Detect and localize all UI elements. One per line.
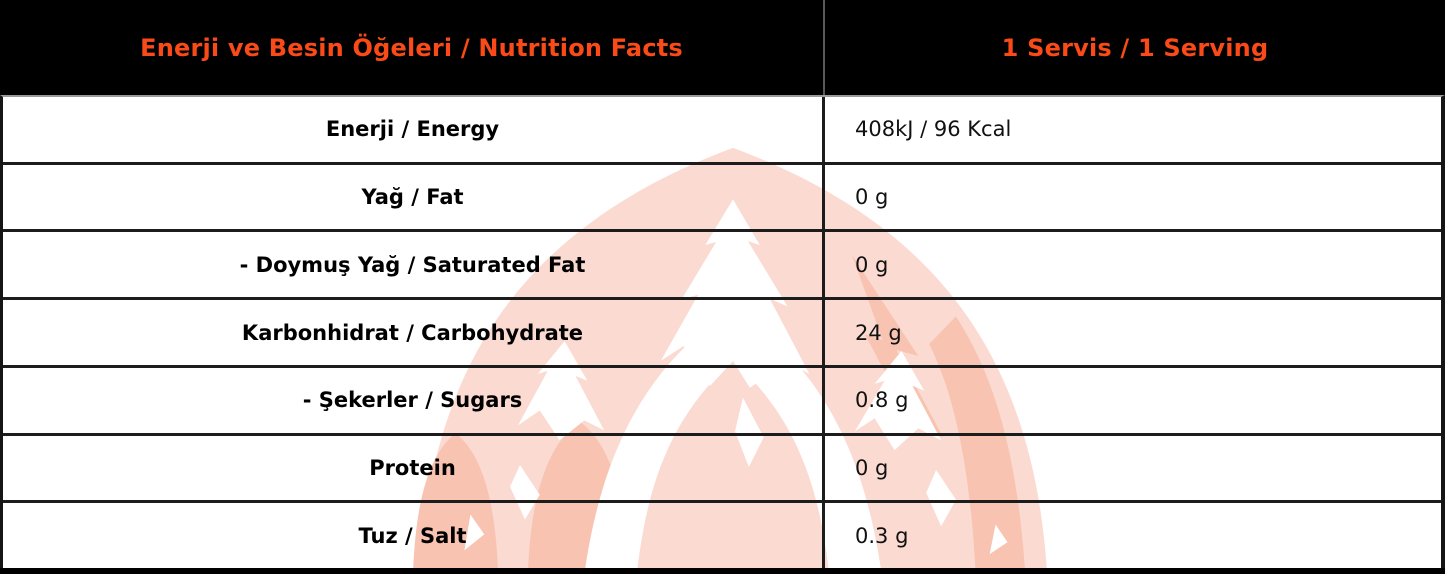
nutrient-label: - Şekerler / Sugars	[3, 367, 825, 433]
nutrient-value: 24 g	[855, 320, 902, 345]
nutrient-label: - Doymuş Yağ / Saturated Fat	[3, 232, 825, 298]
bottom-border-bar	[0, 568, 1445, 574]
nutrient-value: 408kJ / 96 Kcal	[855, 117, 1012, 142]
header: Enerji ve Besin Öğeleri / Nutrition Fact…	[0, 0, 1445, 95]
nutrient-value: 0 g	[855, 185, 889, 210]
table-row-sugars: - Şekerler / Sugars 0.8 g	[3, 367, 1441, 436]
header-title-nutrition-facts: Enerji ve Besin Öğeleri / Nutrition Fact…	[0, 0, 825, 95]
table-row-energy: Enerji / Energy 408kJ / 96 Kcal	[3, 97, 1441, 165]
nutrient-label: Karbonhidrat / Carbohydrate	[3, 300, 825, 365]
table-row-carbohydrate: Karbonhidrat / Carbohydrate 24 g	[3, 300, 1441, 368]
header-title-serving: 1 Servis / 1 Serving	[1001, 33, 1269, 62]
nutrient-label: Yağ / Fat	[3, 164, 825, 230]
table-row-salt: Tuz / Salt 0.3 g	[3, 503, 1441, 569]
nutrient-value: 0.8 g	[855, 388, 909, 413]
nutrient-label: Protein	[3, 435, 825, 501]
nutrient-value: 0.3 g	[855, 523, 909, 548]
table-row-fat: Yağ / Fat 0 g	[3, 164, 1441, 233]
table-row-saturated-fat: - Doymuş Yağ / Saturated Fat 0 g	[3, 232, 1441, 301]
nutrient-label: Enerji / Energy	[3, 97, 825, 162]
table-row-protein: Protein 0 g	[3, 435, 1441, 504]
nutrient-value: 0 g	[855, 252, 889, 277]
nutrient-label: Tuz / Salt	[3, 503, 825, 569]
nutrient-value: 0 g	[855, 455, 889, 480]
nutrition-table: Enerji / Energy 408kJ / 96 Kcal Yağ / Fa…	[0, 95, 1445, 569]
